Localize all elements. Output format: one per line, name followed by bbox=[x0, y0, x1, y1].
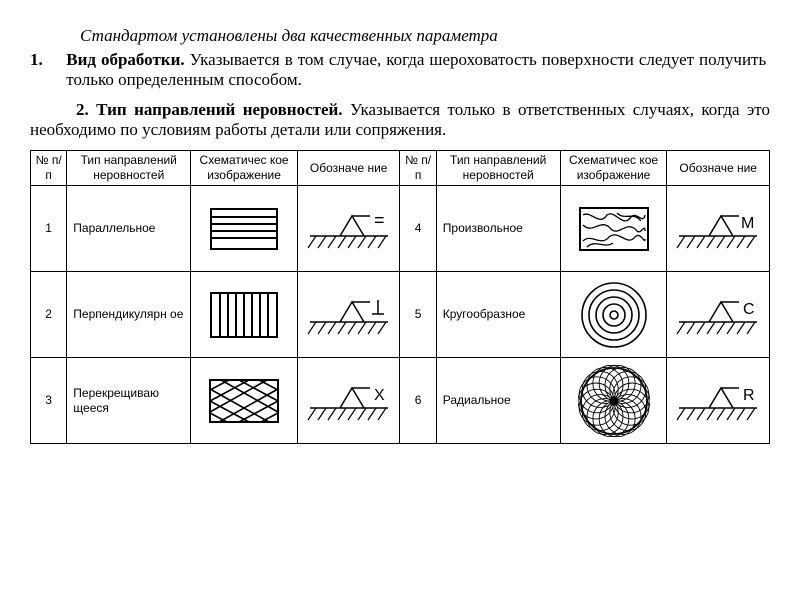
notation-m-icon: M bbox=[673, 202, 763, 256]
th-obz-1: Обозначе ние bbox=[297, 151, 400, 186]
perpendicular-hatch-icon bbox=[210, 292, 278, 338]
cell-schematic-random bbox=[560, 186, 667, 272]
cell-notation: R bbox=[667, 358, 770, 444]
cell-type: Перекрещиваю щееся bbox=[67, 358, 191, 444]
notation-r-icon: R bbox=[673, 374, 763, 428]
cell-schematic-parallel bbox=[191, 186, 298, 272]
item1-number: 1. bbox=[30, 50, 62, 70]
cell-num: 3 bbox=[31, 358, 67, 444]
cell-type: Радиальное bbox=[436, 358, 560, 444]
table-row: 2 Перпендикулярн ое bbox=[31, 272, 770, 358]
notation-perp-icon bbox=[304, 288, 394, 342]
th-num-2: № п/п bbox=[400, 151, 436, 186]
cell-type: Перпендикулярн ое bbox=[67, 272, 191, 358]
svg-text:=: = bbox=[374, 210, 385, 230]
cell-num: 4 bbox=[400, 186, 436, 272]
parallel-hatch-icon bbox=[210, 208, 278, 250]
cell-notation: = bbox=[297, 186, 400, 272]
cell-type: Параллельное bbox=[67, 186, 191, 272]
cell-notation: C bbox=[667, 272, 770, 358]
th-obz-2: Обозначе ние bbox=[667, 151, 770, 186]
irregularity-types-table: № п/п Тип направлений неровностей Схемат… bbox=[30, 150, 770, 444]
notation-c-icon: C bbox=[673, 288, 763, 342]
th-type-2: Тип направлений неровностей bbox=[436, 151, 560, 186]
random-texture-icon bbox=[579, 207, 649, 251]
th-sch-2: Схематичес кое изображение bbox=[560, 151, 667, 186]
cell-notation: M bbox=[667, 186, 770, 272]
notation-x-icon: X bbox=[304, 374, 394, 428]
list-item-1: 1. Вид обработки. Указывается в том случ… bbox=[30, 50, 770, 90]
concentric-circles-icon bbox=[579, 280, 649, 350]
cell-notation: X bbox=[297, 358, 400, 444]
svg-text:R: R bbox=[743, 387, 755, 404]
svg-text:C: C bbox=[743, 301, 755, 318]
cell-num: 6 bbox=[400, 358, 436, 444]
cell-num: 2 bbox=[31, 272, 67, 358]
item2-head: 2. Тип направлений неровностей. bbox=[76, 100, 343, 119]
radial-pattern-icon bbox=[578, 365, 650, 437]
table-row: 1 Параллельное = bbox=[31, 186, 770, 272]
th-type-1: Тип направлений неровностей bbox=[67, 151, 191, 186]
th-sch-1: Схематичес кое изображение bbox=[191, 151, 298, 186]
th-num-1: № п/п bbox=[31, 151, 67, 186]
intro-italic: Стандартом установлены два качественных … bbox=[80, 26, 770, 46]
cell-num: 1 bbox=[31, 186, 67, 272]
cell-schematic-cross bbox=[191, 358, 298, 444]
cell-type: Кругообразное bbox=[436, 272, 560, 358]
table-row: 3 Перекрещиваю щееся bbox=[31, 358, 770, 444]
cell-schematic-circular bbox=[560, 272, 667, 358]
list-item-2: 2. Тип направлений неровностей. Указывае… bbox=[30, 100, 770, 140]
notation-equals-icon: = bbox=[304, 202, 394, 256]
svg-text:X: X bbox=[374, 387, 385, 404]
cell-type: Произвольное bbox=[436, 186, 560, 272]
cell-notation bbox=[297, 272, 400, 358]
cell-num: 5 bbox=[400, 272, 436, 358]
cell-schematic-radial bbox=[560, 358, 667, 444]
svg-text:M: M bbox=[741, 215, 754, 232]
table-header-row: № п/п Тип направлений неровностей Схемат… bbox=[31, 151, 770, 186]
cell-schematic-perpendicular bbox=[191, 272, 298, 358]
item1-head: Вид обработки. bbox=[66, 50, 184, 69]
crosshatch-icon bbox=[209, 379, 279, 423]
